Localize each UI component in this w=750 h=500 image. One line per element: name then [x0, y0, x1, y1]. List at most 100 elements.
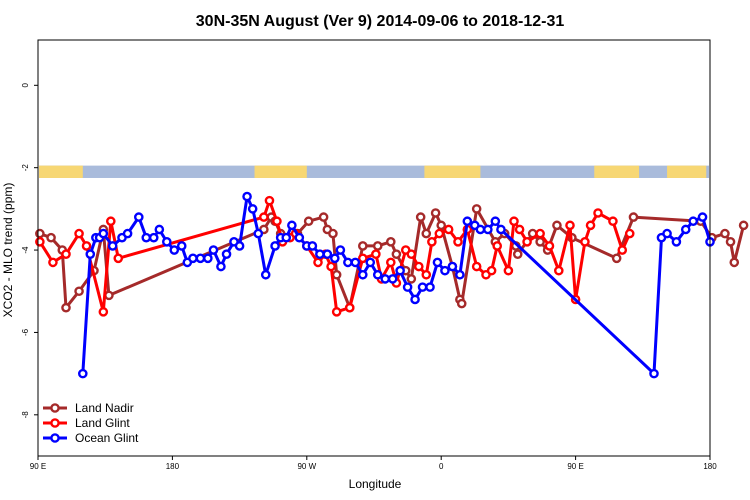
- data-point: [85, 249, 96, 259]
- data-point: [148, 232, 159, 243]
- data-point: [208, 245, 219, 255]
- data-point: [294, 232, 305, 243]
- data-point: [427, 237, 437, 247]
- data-point: [380, 274, 391, 284]
- legend-label: Land Glint: [75, 416, 130, 430]
- data-point: [247, 204, 258, 214]
- data-point: [344, 302, 355, 313]
- data-point: [35, 228, 45, 239]
- data-point: [331, 269, 342, 280]
- data-point: [406, 274, 417, 284]
- data-point: [471, 261, 482, 272]
- data-point: [61, 249, 71, 259]
- data-point: [486, 265, 497, 276]
- x-tick-label: 180: [166, 462, 180, 471]
- y-tick-label: -2: [21, 164, 30, 172]
- data-point: [535, 228, 545, 239]
- data-point: [328, 228, 338, 239]
- data-point: [343, 257, 353, 268]
- data-point: [671, 237, 682, 247]
- legend-marker: [50, 418, 60, 428]
- data-point: [611, 253, 622, 264]
- data-point: [395, 265, 405, 276]
- data-point: [385, 237, 396, 247]
- data-point: [281, 232, 292, 243]
- data-point: [421, 269, 432, 280]
- data-point: [259, 212, 269, 222]
- data-point: [107, 241, 118, 251]
- data-point: [350, 257, 361, 268]
- series-ocean-glint: [78, 191, 715, 379]
- land-strip-segment: [667, 165, 707, 178]
- axis-ticks: 0 -2 -4 -6 -8 90 E 180 90 W 0 90 E 180: [21, 83, 717, 471]
- data-point: [662, 228, 672, 239]
- data-point: [372, 269, 383, 280]
- y-axis-label: XCO2 - MLO trend (ppm): [1, 183, 15, 318]
- data-point: [264, 195, 275, 206]
- legend-item: Land Nadir: [43, 401, 134, 415]
- data-point: [415, 212, 426, 222]
- y-tick-label: -8: [21, 411, 30, 419]
- x-tick-label: 180: [703, 462, 717, 471]
- land-strip-segment: [39, 165, 83, 178]
- ocean-strip: [39, 165, 709, 178]
- data-point: [74, 228, 84, 239]
- y-tick-label: -4: [21, 246, 30, 254]
- data-point: [697, 212, 708, 222]
- data-point: [329, 253, 340, 264]
- data-point: [106, 216, 116, 227]
- data-point: [565, 220, 575, 231]
- data-point: [270, 241, 280, 251]
- data-point: [331, 307, 342, 317]
- data-point: [104, 290, 114, 301]
- data-point: [48, 257, 58, 268]
- data-point: [242, 191, 252, 202]
- data-point: [410, 294, 420, 305]
- data-point: [544, 241, 555, 251]
- data-point: [161, 237, 172, 247]
- data-point: [432, 257, 443, 268]
- land-ocean-strip: [39, 165, 709, 178]
- data-point: [417, 282, 428, 292]
- y-tick-label: 0: [21, 83, 30, 88]
- data-point: [176, 241, 187, 251]
- data-point: [387, 274, 398, 284]
- data-point: [357, 253, 368, 264]
- y-tick-label: -6: [21, 328, 30, 336]
- data-point: [322, 249, 333, 259]
- data-point: [447, 261, 458, 272]
- data-point: [113, 253, 124, 264]
- data-point: [74, 286, 84, 297]
- data-point: [98, 307, 109, 317]
- data-point: [440, 265, 450, 276]
- data-point: [434, 228, 445, 239]
- data-point: [430, 208, 441, 218]
- data-point: [253, 228, 264, 239]
- data-point: [475, 224, 486, 235]
- data-point: [688, 216, 699, 227]
- data-point: [443, 224, 454, 235]
- data-point: [503, 265, 514, 276]
- data-point: [371, 249, 381, 259]
- data-point: [585, 220, 596, 231]
- data-point: [357, 269, 368, 280]
- data-point: [385, 257, 396, 268]
- data-point: [512, 249, 523, 259]
- data-point: [318, 212, 329, 222]
- data-point: [554, 265, 564, 276]
- land-strip-segment: [594, 165, 640, 178]
- data-point: [680, 224, 691, 235]
- data-point: [552, 220, 562, 231]
- data-point: [169, 245, 180, 255]
- data-point: [260, 269, 271, 280]
- data-point: [402, 282, 413, 292]
- data-point: [456, 298, 467, 309]
- data-point: [406, 249, 417, 259]
- data-point: [287, 220, 297, 231]
- data-point: [195, 253, 206, 264]
- data-point: [357, 241, 368, 251]
- data-point: [738, 220, 749, 231]
- plot-frame: [37, 39, 711, 457]
